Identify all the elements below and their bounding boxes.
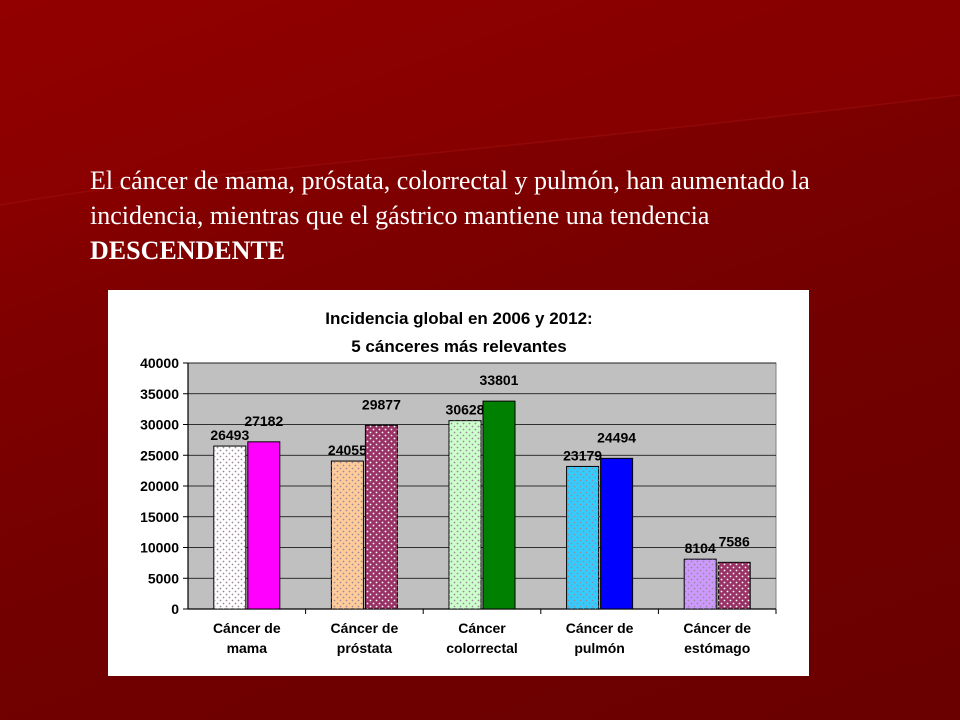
y-tick-label: 0 [171, 601, 179, 617]
bar-pattern [718, 562, 751, 609]
bar [247, 441, 281, 610]
y-tick-label: 10000 [140, 540, 179, 556]
bar-pattern [365, 425, 398, 609]
bar-pattern [449, 420, 481, 609]
data-label: 30628 [446, 402, 485, 418]
bar [600, 457, 634, 610]
data-label: 33801 [480, 372, 519, 388]
y-tick-label: 30000 [140, 417, 179, 433]
data-label: 24055 [328, 442, 367, 458]
x-tick-label: Cáncer de [566, 620, 634, 636]
bar [482, 400, 516, 610]
chart-title-line1: Incidencia global en 2006 y 2012: [325, 309, 592, 328]
y-tick-label: 40000 [140, 355, 179, 371]
bar-chart: Incidencia global en 2006 y 2012: 5 cánc… [140, 309, 777, 656]
chart-title-line2: 5 cánceres más relevantes [351, 337, 567, 356]
data-label: 23179 [563, 447, 602, 463]
x-tick-label: Cáncer de [683, 620, 751, 636]
y-tick-label: 5000 [148, 570, 179, 586]
bar-pattern [213, 446, 246, 609]
x-tick-label: mama [227, 640, 268, 656]
bar-pattern [684, 559, 717, 609]
bar-pattern [566, 466, 599, 609]
data-label: 29877 [362, 396, 401, 412]
data-label: 26493 [210, 427, 249, 443]
x-tick-label: colorrectal [446, 640, 518, 656]
x-tick-label: Cáncer [458, 620, 506, 636]
data-label: 8104 [685, 540, 716, 556]
slide-body-text: El cáncer de mama, próstata, colorrectal… [90, 163, 910, 268]
chart-image: Incidencia global en 2006 y 2012: 5 cánc… [108, 290, 809, 676]
y-tick-label: 20000 [140, 478, 179, 494]
x-tick-label: estómago [684, 640, 750, 656]
y-tick-label: 25000 [140, 447, 179, 463]
slide-text-main: El cáncer de mama, próstata, colorrectal… [90, 166, 810, 230]
slide-text-emphasis: DESCENDENTE [90, 236, 286, 265]
x-tick-label: Cáncer de [213, 620, 281, 636]
bar-pattern [331, 461, 364, 609]
data-label: 7586 [719, 533, 750, 549]
data-label: 27182 [244, 413, 283, 429]
data-label: 24494 [597, 429, 636, 445]
x-tick-label: próstata [337, 640, 392, 656]
x-tick-label: Cáncer de [331, 620, 399, 636]
x-tick-label: pulmón [574, 640, 625, 656]
y-tick-label: 35000 [140, 386, 179, 402]
y-tick-label: 15000 [140, 509, 179, 525]
